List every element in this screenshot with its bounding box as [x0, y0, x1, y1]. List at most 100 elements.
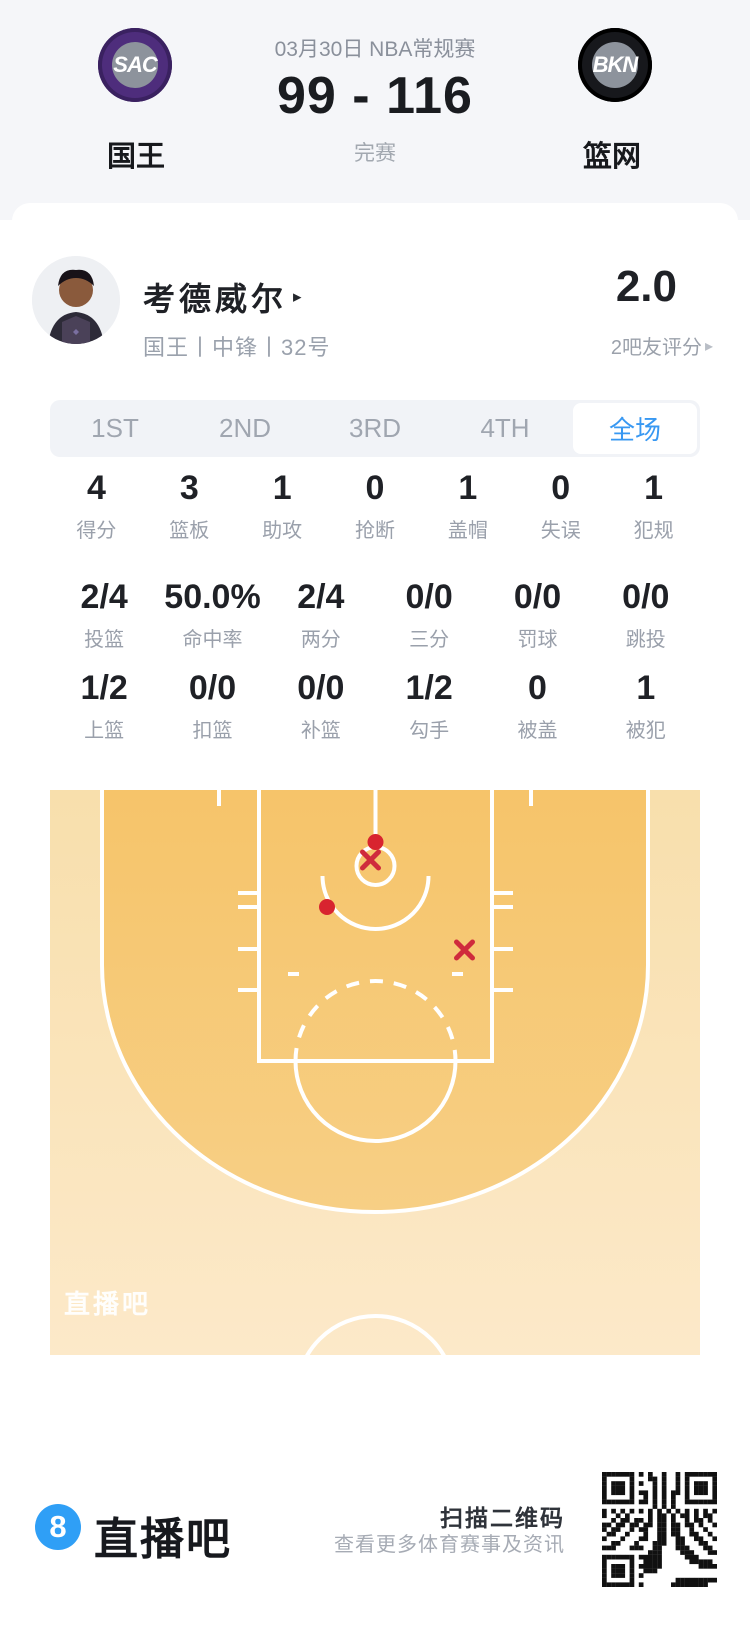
stat-label: 勾手 — [409, 720, 450, 742]
basketball-icon — [112, 42, 158, 88]
stat-value: 0/0 — [188, 669, 237, 707]
scan-qr-title: 扫描二维码 — [440, 1505, 565, 1531]
quarter-tabbar: 1ST 2ND 3RD 4TH 全场 — [50, 400, 700, 457]
tab-2nd[interactable]: 2ND — [218, 413, 271, 443]
stat-row-basic: 4 得分 3 篮板 1 助攻 0 抢断 1 盖帽 0 失误 1 犯规 — [50, 470, 700, 543]
made-shot-marker — [319, 899, 335, 915]
stat-label: 篮板 — [169, 520, 210, 542]
stat-label: 被犯 — [625, 720, 666, 742]
free-throw-circle-dashed — [293, 979, 458, 1062]
zhibo8-logo-icon[interactable]: 8 — [35, 1504, 81, 1550]
player-avatar[interactable] — [32, 256, 120, 344]
stat-value: 50.0% — [164, 578, 261, 616]
away-team-abbr: SAC — [113, 52, 157, 77]
rating-source-link[interactable]: 2吧友评分 ▸ — [610, 337, 713, 359]
court-graphic — [50, 790, 700, 1476]
home-team-name: 篮网 — [582, 141, 641, 173]
stat-row1: 1 助攻 — [236, 470, 329, 543]
player-name[interactable]: 考德威尔 ▸ — [143, 281, 302, 317]
stat-row3: 1/2 上篮 — [50, 670, 158, 743]
tab-全场[interactable]: 全场 — [573, 403, 697, 454]
stat-value: 0/0 — [297, 669, 345, 707]
three-point-line — [100, 790, 650, 1214]
three-point-area — [102, 790, 648, 1212]
stat-row1: 4 得分 — [50, 470, 143, 543]
stat-value: 0/0 — [405, 578, 453, 616]
player-rating: 2.0 — [615, 262, 677, 311]
stat-row3: 1/2 勾手 — [375, 670, 483, 743]
stat-label: 抢断 — [355, 520, 395, 542]
stat-value: 0/0 — [513, 578, 562, 616]
stat-value: 1/2 — [405, 669, 453, 707]
stat-label: 被盖 — [517, 720, 558, 742]
game-status: 完赛 — [354, 142, 396, 165]
stat-value: 0 — [365, 469, 385, 507]
final-score: 99 - 116 — [277, 67, 473, 125]
stat-row2: 0/0 跳投 — [592, 579, 700, 652]
stat-value: 1 — [636, 669, 656, 707]
away-team-name: 国王 — [106, 141, 165, 173]
stat-row3: 0/0 扣篮 — [158, 670, 266, 743]
stat-row1: 0 失误 — [514, 470, 607, 543]
missed-shot-marker — [454, 939, 475, 961]
qr-code-graphic — [602, 1472, 718, 1588]
stat-label: 投篮 — [84, 629, 125, 651]
shot-chart — [50, 790, 700, 1476]
stat-label: 两分 — [300, 629, 341, 651]
stat-label: 罚球 — [517, 629, 558, 651]
stat-value: 2/4 — [297, 578, 345, 616]
stat-row2: 0/0 三分 — [375, 579, 483, 652]
stat-row2: 0/0 罚球 — [483, 579, 591, 652]
stat-label: 盖帽 — [447, 520, 488, 542]
stat-row1: 1 盖帽 — [421, 470, 514, 543]
made-shot-marker — [367, 834, 384, 850]
stat-label: 犯规 — [633, 520, 674, 542]
restricted-area-arc — [320, 875, 431, 931]
stat-value: 4 — [86, 469, 106, 507]
scan-qr-subtitle: 查看更多体育赛事及资讯 — [334, 1534, 565, 1556]
lane-hash-marks — [217, 790, 533, 992]
missed-shot-marker — [360, 849, 381, 871]
stat-label: 补篮 — [300, 720, 341, 742]
brand-name: 直播吧 — [94, 1515, 232, 1564]
stat-label: 扣篮 — [192, 720, 233, 742]
stat-label: 失误 — [540, 520, 581, 542]
stat-row1: 3 篮板 — [143, 470, 236, 543]
stat-row3: 0 被盖 — [483, 670, 591, 743]
stat-label: 上篮 — [84, 720, 125, 742]
player-portrait-graphic — [32, 256, 120, 344]
stat-label: 助攻 — [262, 520, 303, 542]
shot-markers — [319, 834, 475, 961]
tab-3rd[interactable]: 3RD — [348, 413, 401, 443]
court-watermark: 直播吧 — [64, 1289, 152, 1319]
player-meta: 国王丨中锋丨32号 — [143, 335, 331, 360]
home-team-abbr: BKN — [592, 52, 639, 77]
stat-value: 1 — [458, 469, 478, 507]
lane-lines — [257, 790, 494, 1063]
game-date-title: 03月30日 NBA常规赛 — [274, 38, 476, 61]
stat-value: 1/2 — [80, 669, 128, 707]
stat-row2: 50.0% 命中率 — [158, 579, 266, 652]
tab-1st[interactable]: 1ST — [91, 413, 139, 443]
stat-row1: 1 犯规 — [607, 470, 700, 543]
stat-label: 三分 — [409, 629, 450, 651]
home-team-logo-bkn[interactable]: BKN — [578, 28, 652, 102]
stat-value: 0 — [551, 469, 571, 507]
stat-value: 1 — [272, 469, 292, 507]
stat-value: 2/4 — [80, 578, 128, 616]
stat-label: 命中率 — [182, 629, 243, 651]
player-detail-arrow-icon: ▸ — [293, 287, 302, 306]
stat-value: 0 — [528, 669, 547, 707]
stat-row2: 2/4 两分 — [267, 579, 375, 652]
free-throw-circle-solid — [293, 1060, 458, 1143]
stat-value: 3 — [179, 469, 199, 507]
stat-label: 得分 — [76, 520, 117, 542]
stat-label: 跳投 — [625, 629, 666, 651]
away-team-logo-sac[interactable]: SAC — [98, 28, 172, 102]
stat-row-shooting: 2/4 投篮 50.0% 命中率 2/4 两分 0/0 三分 0/0 罚球 0/0 跳投 — [50, 579, 700, 652]
stat-row2: 2/4 投篮 — [50, 579, 158, 652]
qr-code — [602, 1472, 718, 1588]
stat-row-shot-types: 1/2 上篮 0/0 扣篮 0/0 补篮 1/2 勾手 0 被盖 1 被犯 — [50, 670, 700, 743]
tab-4th[interactable]: 4TH — [480, 413, 530, 443]
stat-row1: 0 抢断 — [329, 470, 422, 543]
